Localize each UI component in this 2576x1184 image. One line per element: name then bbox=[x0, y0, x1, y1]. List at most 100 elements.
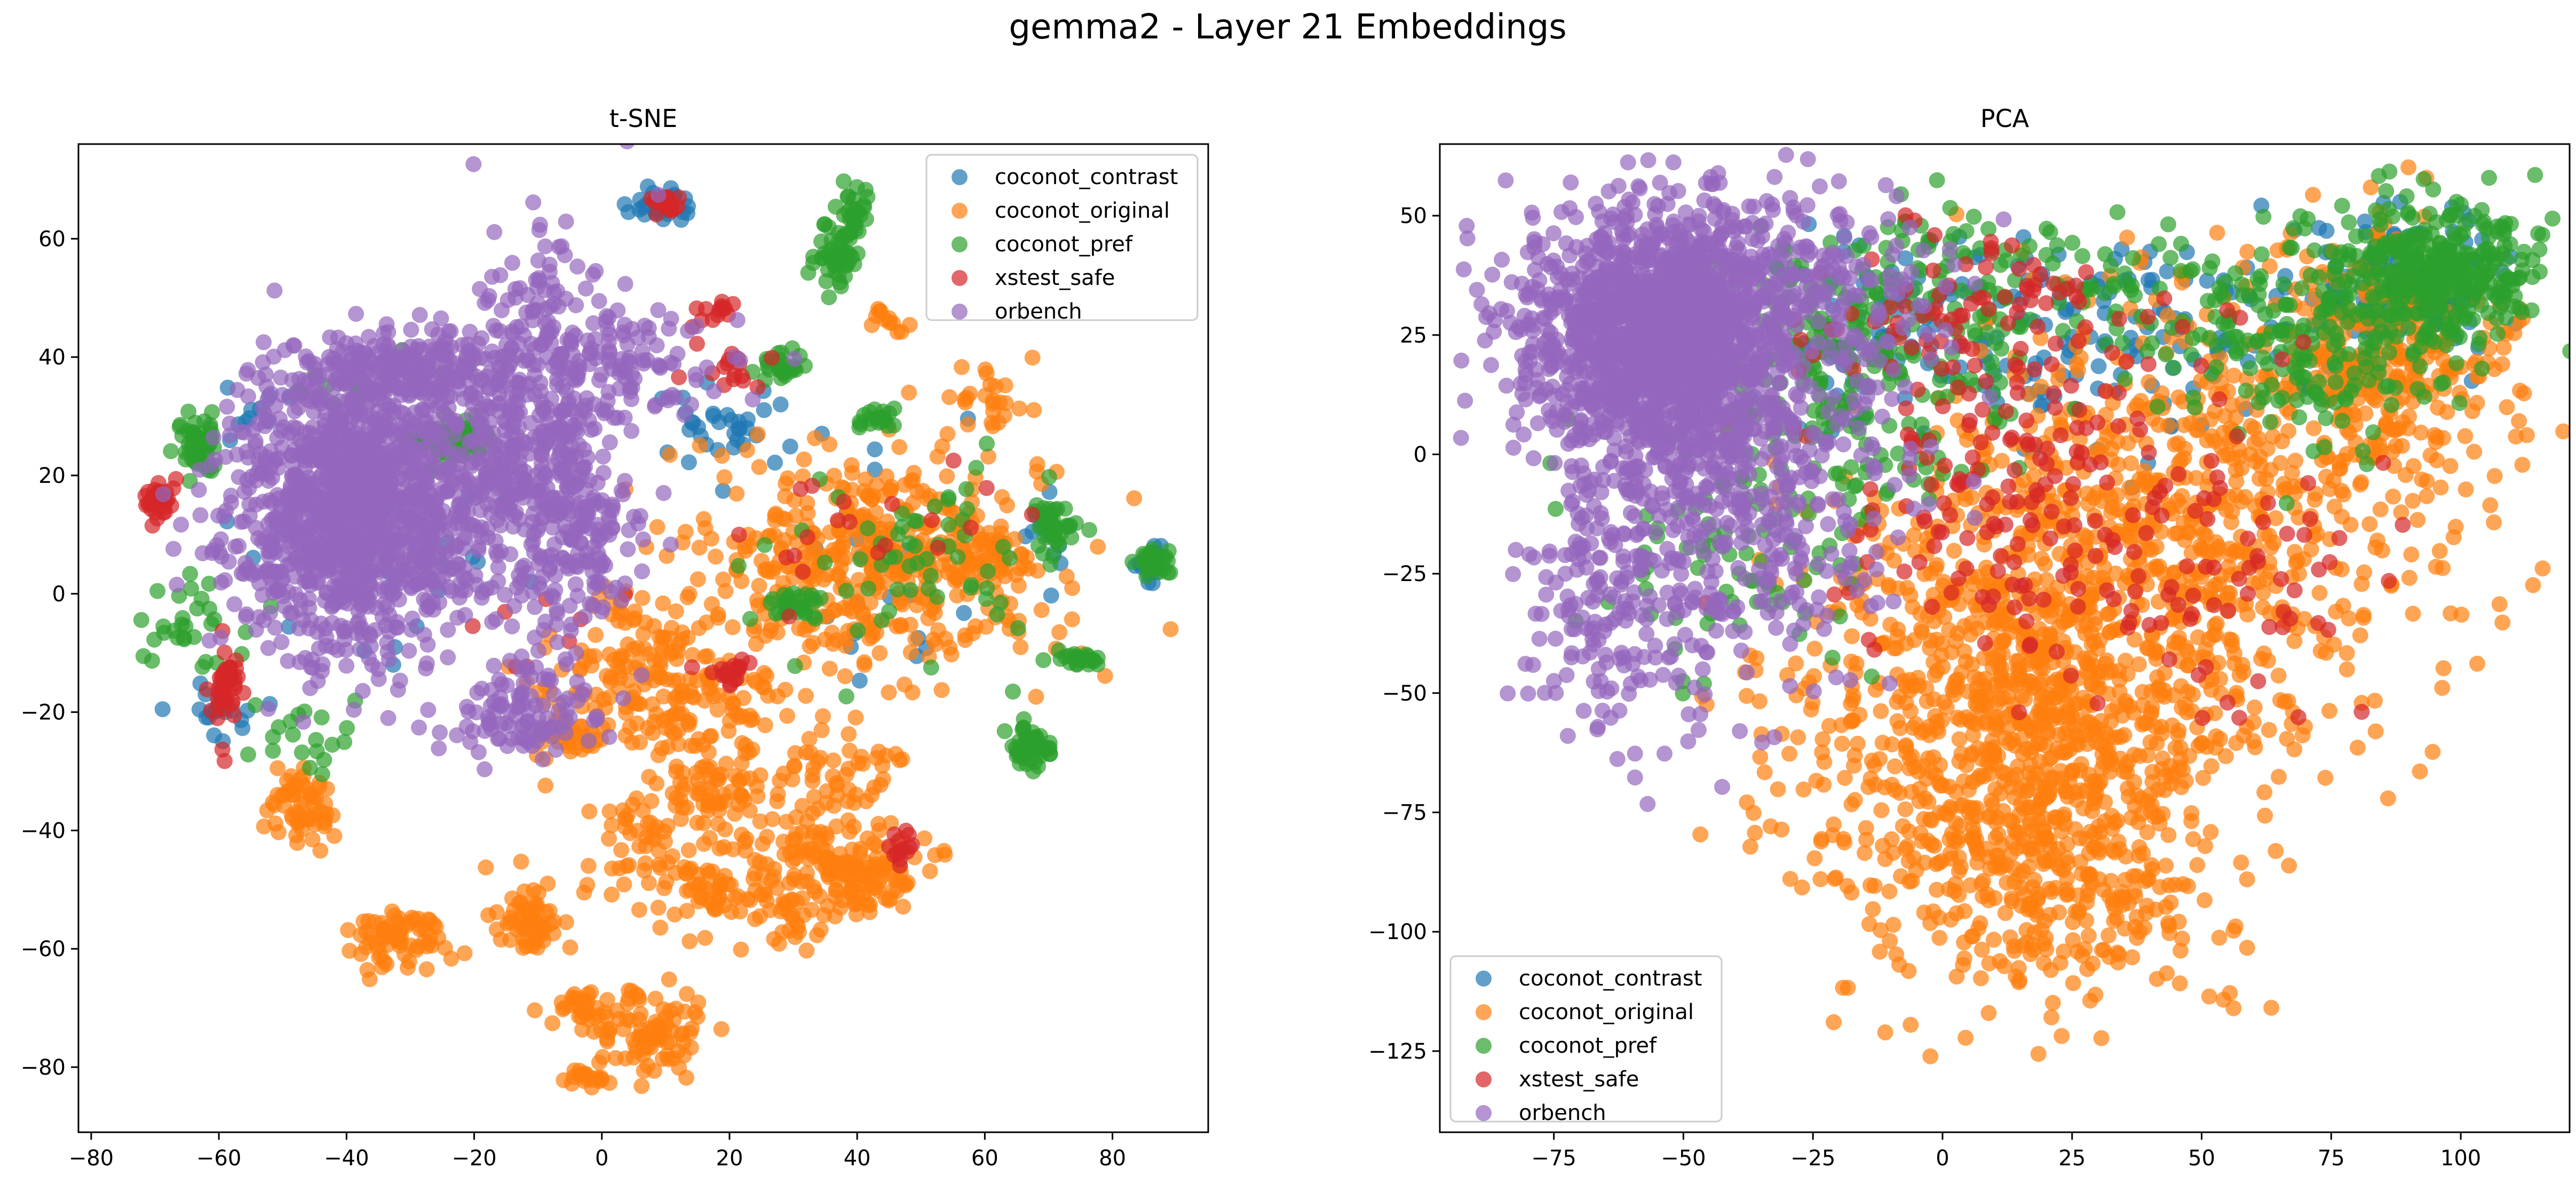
point bbox=[146, 631, 163, 648]
point bbox=[578, 552, 595, 569]
point bbox=[530, 642, 546, 659]
point bbox=[711, 889, 727, 905]
point bbox=[770, 786, 786, 802]
point bbox=[456, 945, 473, 961]
point bbox=[639, 1030, 656, 1046]
point bbox=[202, 417, 218, 433]
point bbox=[794, 890, 811, 907]
point bbox=[744, 391, 761, 408]
point bbox=[300, 523, 317, 539]
point bbox=[492, 689, 509, 706]
point bbox=[456, 529, 472, 545]
point bbox=[890, 872, 907, 888]
point bbox=[613, 842, 630, 859]
point bbox=[568, 297, 584, 314]
point bbox=[726, 425, 743, 442]
point bbox=[889, 581, 906, 598]
point bbox=[1001, 550, 1018, 566]
point bbox=[827, 198, 844, 215]
x-tick-label: −60 bbox=[196, 1146, 241, 1171]
point bbox=[731, 527, 747, 543]
pca-panel: PCA −75 −50 −25 0 25 50 75 100−125−100−75−50−25… bbox=[1368, 104, 2571, 1171]
point bbox=[758, 561, 775, 577]
point bbox=[716, 469, 733, 486]
point bbox=[1024, 349, 1041, 366]
point bbox=[715, 482, 731, 499]
point bbox=[870, 743, 887, 760]
point bbox=[672, 774, 688, 791]
point bbox=[632, 508, 648, 525]
point bbox=[478, 859, 494, 876]
point bbox=[314, 766, 330, 782]
point bbox=[321, 423, 338, 439]
point bbox=[723, 904, 740, 920]
point bbox=[898, 822, 914, 839]
point bbox=[449, 727, 465, 743]
point bbox=[697, 648, 714, 665]
point bbox=[870, 301, 886, 317]
point bbox=[640, 875, 657, 891]
point bbox=[508, 504, 524, 520]
point bbox=[958, 390, 975, 406]
legend-box bbox=[925, 154, 1199, 321]
point bbox=[149, 583, 166, 599]
point bbox=[874, 612, 890, 629]
point bbox=[798, 688, 814, 704]
point bbox=[601, 1075, 618, 1091]
point bbox=[479, 496, 496, 512]
point bbox=[929, 448, 946, 465]
point bbox=[401, 953, 417, 970]
point bbox=[418, 961, 435, 978]
point bbox=[456, 540, 472, 557]
point bbox=[258, 413, 274, 430]
point bbox=[881, 314, 898, 331]
point bbox=[902, 582, 919, 598]
point bbox=[703, 596, 720, 613]
point bbox=[583, 984, 599, 1000]
point bbox=[728, 486, 745, 502]
point bbox=[887, 549, 903, 565]
point bbox=[477, 395, 493, 412]
point bbox=[1147, 552, 1164, 568]
point bbox=[457, 607, 473, 623]
legend-marker bbox=[952, 236, 968, 252]
point bbox=[830, 512, 846, 529]
point bbox=[778, 814, 795, 830]
point bbox=[535, 622, 552, 638]
point bbox=[1078, 646, 1095, 663]
point bbox=[651, 843, 667, 859]
point bbox=[523, 669, 540, 685]
point bbox=[594, 492, 611, 508]
y-tick-label: 40 bbox=[38, 345, 66, 370]
point bbox=[351, 613, 367, 629]
point bbox=[661, 320, 677, 337]
point bbox=[1018, 756, 1035, 772]
point bbox=[967, 618, 984, 634]
point bbox=[923, 568, 939, 584]
point bbox=[687, 1004, 703, 1021]
point bbox=[652, 1028, 668, 1045]
point bbox=[759, 829, 775, 845]
point bbox=[541, 503, 558, 519]
y-tick-label: −60 bbox=[21, 937, 66, 961]
point bbox=[271, 719, 287, 735]
point bbox=[750, 426, 766, 442]
point bbox=[358, 939, 374, 956]
point bbox=[266, 539, 282, 556]
point bbox=[450, 456, 467, 472]
point bbox=[625, 1050, 642, 1066]
point bbox=[463, 433, 480, 449]
point bbox=[838, 688, 854, 705]
point bbox=[585, 539, 602, 555]
point bbox=[272, 515, 288, 532]
point bbox=[850, 622, 866, 639]
point bbox=[548, 742, 564, 758]
point bbox=[710, 609, 726, 626]
point bbox=[582, 595, 598, 612]
point bbox=[680, 323, 696, 339]
point bbox=[259, 562, 275, 579]
point bbox=[216, 644, 233, 661]
point bbox=[697, 929, 714, 946]
point bbox=[1035, 500, 1052, 516]
point bbox=[330, 353, 347, 370]
